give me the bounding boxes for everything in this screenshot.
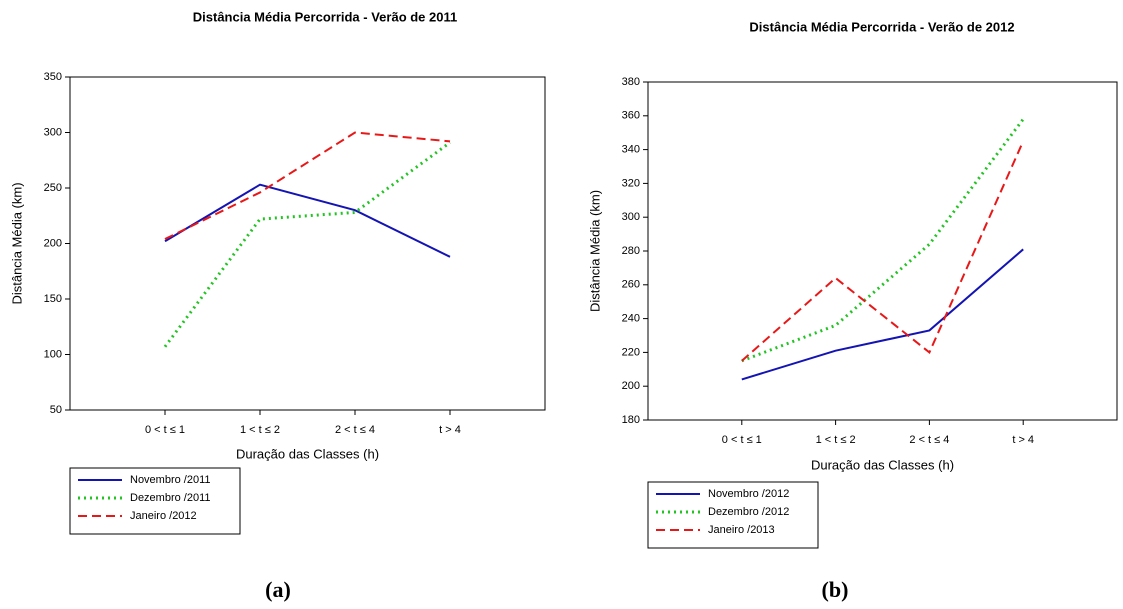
data-line	[163, 141, 451, 348]
data-line	[164, 131, 451, 240]
x-tick-label: 1 < t ≤ 2	[816, 434, 856, 446]
y-tick-label: 150	[44, 293, 62, 305]
y-tick-label: 100	[44, 348, 62, 360]
y-tick-label: 380	[622, 76, 640, 88]
data-line	[741, 118, 1025, 363]
legend-label: Janeiro /2013	[708, 524, 775, 536]
chart-title: Distância Média Percorrida - Verão de 20…	[193, 9, 457, 24]
y-axis-label: Distância Média (km)	[587, 190, 602, 312]
y-tick-label: 320	[622, 177, 640, 189]
y-tick-label: 300	[622, 211, 640, 223]
x-tick-label: t > 4	[439, 424, 461, 436]
y-tick-label: 200	[44, 237, 62, 249]
y-tick-label: 200	[622, 380, 640, 392]
y-tick-label: 240	[622, 313, 640, 325]
plot-frame	[69, 76, 546, 411]
x-axis-label: Duração das Classes (h)	[236, 446, 379, 461]
legend-label: Novembro /2011	[130, 474, 211, 486]
x-tick-label: 2 < t ≤ 4	[335, 424, 375, 436]
y-tick-label: 250	[44, 182, 62, 194]
y-tick-label: 50	[50, 404, 62, 416]
data-line	[741, 140, 1025, 362]
x-tick-label: 1 < t ≤ 2	[240, 424, 280, 436]
y-tick-label: 260	[622, 279, 640, 291]
x-tick-label: 2 < t ≤ 4	[909, 434, 949, 446]
y-tick-label: 360	[622, 110, 640, 122]
y-tick-label: 300	[44, 126, 62, 138]
x-tick-label: 0 < t ≤ 1	[145, 424, 185, 436]
chart-title: Distância Média Percorrida - Verão de 20…	[749, 19, 1014, 34]
plot-frame	[647, 81, 1118, 421]
x-axis-label: Duração das Classes (h)	[811, 457, 954, 472]
y-axis-label: Distância Média (km)	[9, 182, 24, 304]
y-tick-label: 220	[622, 346, 640, 358]
x-tick-label: 0 < t ≤ 1	[722, 434, 762, 446]
y-tick-label: 280	[622, 245, 640, 257]
data-line	[164, 183, 451, 258]
x-tick-label: t > 4	[1012, 434, 1034, 446]
legend-label: Dezembro /2011	[130, 492, 211, 504]
data-line	[741, 248, 1024, 381]
caption: (b)	[822, 577, 849, 602]
legend-label: Dezembro /2012	[708, 506, 789, 518]
legend-label: Janeiro /2012	[130, 510, 197, 522]
caption: (a)	[265, 577, 291, 602]
y-tick-label: 350	[44, 71, 62, 83]
legend-label: Novembro /2012	[708, 488, 789, 500]
y-tick-label: 340	[622, 144, 640, 156]
y-tick-label: 180	[622, 414, 640, 426]
